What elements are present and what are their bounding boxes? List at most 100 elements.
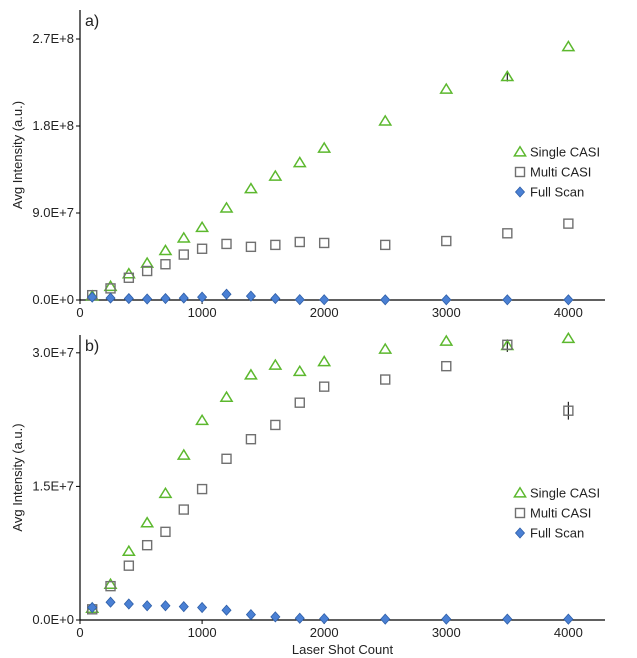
data-point (178, 292, 189, 304)
data-point (221, 288, 232, 300)
data-point (439, 334, 454, 346)
x-tick-label: 3000 (432, 625, 461, 640)
legend: Single CASI Multi CASI Full Scan (513, 145, 600, 200)
data-point (270, 611, 281, 623)
data-point (563, 294, 574, 306)
y-tick-label: 9.0E+7 (32, 205, 74, 220)
data-point (319, 613, 330, 625)
data-point (245, 434, 257, 445)
data-point (178, 249, 189, 260)
data-point (160, 600, 171, 612)
data-point (502, 339, 513, 350)
data-point (87, 291, 98, 303)
legend-label: Full Scan (530, 526, 584, 541)
data-point (561, 331, 576, 344)
series-full-scan (87, 596, 574, 625)
data-point (142, 293, 153, 305)
data-point (123, 292, 134, 305)
data-point (141, 265, 153, 277)
data-point (243, 368, 258, 380)
data-point (87, 601, 98, 614)
data-point (103, 577, 118, 589)
series-single-casi (85, 331, 576, 614)
data-point (563, 218, 574, 229)
data-point (502, 613, 513, 625)
y-tick-label: 1.5E+7 (32, 478, 74, 493)
data-point (197, 291, 208, 303)
data-point (380, 374, 391, 385)
data-point (103, 279, 118, 292)
data-point (318, 381, 330, 392)
chart-panel-a: 0.0E+0 9.0E+7 1.8E+8 2.7E+8 0 1000 2000 3000 400… (10, 10, 605, 320)
data-point (160, 259, 171, 270)
legend-marker (514, 166, 526, 178)
data-point (292, 156, 307, 168)
data-point (441, 235, 452, 247)
x-tick-label: 3000 (432, 305, 461, 320)
data-point (268, 358, 283, 370)
panel-label: b) (85, 338, 99, 355)
data-point (197, 601, 208, 614)
y-tick-label: 1.8E+8 (32, 118, 74, 133)
data-point (317, 355, 332, 367)
panel-label: a) (85, 13, 99, 30)
data-point (123, 560, 135, 571)
data-point (158, 486, 173, 499)
data-point (317, 141, 332, 153)
y-tick-label: 3.0E+7 (32, 345, 74, 360)
data-point (142, 600, 153, 612)
data-point (105, 292, 116, 304)
data-point (270, 292, 281, 305)
legend-label: Full Scan (530, 185, 584, 200)
y-axis-title: Avg Intensity (a.u.) (10, 101, 25, 209)
x-tick-label: 0 (76, 625, 83, 640)
series-multi-casi (87, 339, 574, 615)
data-point (441, 360, 452, 372)
data-point (195, 413, 210, 426)
data-point (160, 526, 171, 538)
x-tick-label: 2000 (310, 625, 339, 640)
data-point (176, 448, 191, 460)
data-point (105, 596, 116, 608)
data-point (196, 243, 208, 254)
data-point (270, 239, 281, 251)
x-tick-label: 0 (76, 305, 83, 320)
data-point (245, 290, 256, 302)
data-point (158, 244, 173, 256)
legend-marker (514, 527, 526, 539)
data-point (378, 342, 393, 354)
data-point (221, 453, 232, 464)
data-point (294, 397, 305, 408)
legend-label: Multi CASI (530, 165, 591, 180)
data-point (245, 609, 256, 621)
chart-panel-b: 0.0E+0 1.5E+7 3.0E+7 0 1000 2000 3000 4000 Avg I… (10, 331, 605, 657)
data-point (561, 40, 576, 52)
data-point (243, 182, 258, 194)
series-full-scan (87, 288, 574, 306)
legend-label: Single CASI (530, 145, 600, 160)
x-tick-label: 1000 (188, 625, 217, 640)
data-point (140, 516, 155, 528)
data-point (318, 237, 330, 249)
data-point (563, 613, 574, 625)
data-point (380, 294, 391, 306)
data-point (563, 405, 574, 416)
series-single-casi (85, 40, 576, 301)
data-point (294, 294, 305, 306)
y-axis-title: Avg Intensity (a.u.) (10, 423, 25, 531)
y-tick-label: 0.0E+0 (32, 612, 74, 627)
data-point (268, 169, 283, 181)
data-point (195, 220, 210, 233)
x-tick-label: 4000 (554, 625, 583, 640)
data-point (219, 201, 234, 213)
data-point (176, 231, 191, 243)
data-point (140, 256, 155, 268)
y-tick-label: 2.7E+8 (32, 31, 74, 46)
data-point (221, 238, 232, 250)
x-axis-title: Laser Shot Count (292, 642, 394, 657)
data-point (270, 419, 281, 431)
y-tick-label: 0.0E+0 (32, 292, 74, 307)
legend: Single CASI Multi CASI Full Scan (513, 486, 600, 541)
data-point (294, 612, 305, 624)
